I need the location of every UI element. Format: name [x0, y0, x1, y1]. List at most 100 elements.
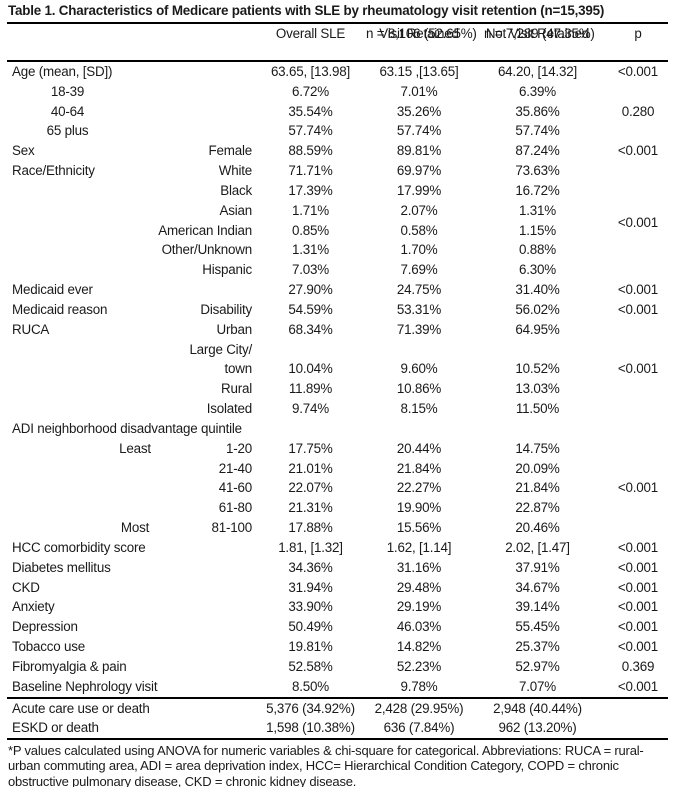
cell-not-retained: 962 (13.20%)	[498, 720, 577, 735]
cell-overall: 0.85%	[292, 222, 329, 238]
cell-range: 40-64	[50, 103, 85, 119]
cell-not-retained: 21.84%	[515, 480, 560, 496]
cell-overall: 68.34%	[288, 321, 333, 337]
table-title: Table 1. Characteristics of Medicare pat…	[8, 3, 605, 18]
table-outcome-rows: Acute care use or death 5,376 (34.92%) 2,4…	[0, 699, 673, 738]
cell-sub: 21-40	[218, 460, 252, 476]
table-row: Other/Unknown 1.31% 1.70% 0.88%	[0, 240, 673, 260]
cell-overall: 22.07%	[288, 480, 333, 496]
table-row: Most 81-100 17.88% 15.56% 20.46%	[0, 518, 673, 538]
cell-not-retained: 37.91%	[515, 559, 560, 575]
cell-p: <0.001	[617, 579, 659, 595]
cell-retained: 52.23%	[396, 658, 442, 674]
cell-retained: 636 (7.84%)	[383, 720, 455, 735]
cell-p: <0.001	[617, 539, 659, 555]
rule-above-outcomes	[7, 696, 668, 699]
cell-p: <0.001	[617, 480, 659, 496]
table-row: Medicaid reason Disability 54.59% 53.31% 56.…	[0, 300, 673, 320]
table-row: 40-64 35.54% 35.26% 35.86% 0.280	[0, 102, 673, 122]
cell-retained: 0.58%	[400, 222, 438, 238]
rule-above-footnote	[7, 737, 668, 740]
table-row: 61-80 21.31% 19.90% 22.87%	[0, 498, 673, 518]
table-row: Tobacco use 19.81% 14.82% 25.37% <0.001	[0, 637, 673, 657]
cell-overall: 8.50%	[292, 678, 329, 694]
cell-not-retained: 22.87%	[515, 500, 560, 516]
cell-retained: 57.74%	[396, 123, 442, 139]
cell-extent: Most	[120, 520, 150, 536]
cell-not-retained: 14.75%	[515, 440, 560, 456]
cell-not-retained: 16.72%	[515, 182, 560, 198]
table-row: town 10.04% 9.60% 10.52% <0.001	[0, 359, 673, 379]
table-row: Asian 1.71% 2.07% 1.31% <0.001	[0, 201, 673, 230]
col-header-visit-retained: Visit Retained	[379, 26, 459, 41]
cell-not-retained: 73.63%	[515, 163, 560, 179]
cell-label: ESKD or death	[12, 720, 99, 735]
table-row: RUCA Urban 68.34% 71.39% 64.95%	[0, 320, 673, 340]
cell-not-retained: 20.09%	[515, 460, 560, 476]
cell-overall: 7.03%	[292, 262, 329, 278]
table-row: Race/Ethnicity White 71.71% 69.97% 73.63%	[0, 161, 673, 181]
cell-label: RUCA	[12, 321, 50, 337]
table-row: Baseline Nephrology visit 8.50% 9.78% 7.07%…	[0, 677, 673, 697]
table-row: Isolated 9.74% 8.15% 11.50%	[0, 399, 673, 419]
cell-retained: 14.82%	[396, 639, 442, 655]
cell-label: Age (mean, [SD])	[12, 64, 113, 79]
cell-overall: 1.81, [1.32]	[278, 539, 343, 555]
cell-retained: 19.90%	[396, 500, 442, 516]
cell-retained: 71.39%	[396, 321, 442, 337]
cell-overall: 21.31%	[288, 500, 333, 516]
cell-label: Race/Ethnicity	[12, 163, 95, 179]
cell-overall: 19.81%	[288, 639, 333, 655]
cell-sub: Large City/	[189, 341, 252, 357]
cell-p: <0.001	[617, 361, 659, 377]
cell-not-retained: 57.74%	[515, 123, 560, 139]
cell-not-retained: 34.67%	[515, 579, 560, 595]
cell-not-retained: 39.14%	[515, 599, 560, 615]
cell-retained: 29.48%	[396, 579, 442, 595]
cell-overall: 34.36%	[288, 559, 333, 575]
cell-sub: Female	[208, 143, 253, 159]
cell-sub: Disability	[200, 301, 252, 317]
table-row: Hispanic 7.03% 7.69% 6.30%	[0, 260, 673, 280]
table-row: Age (mean, [SD]) 63.65, [13.98] 63.15 ,[13…	[0, 62, 673, 82]
cell-overall: 17.88%	[288, 520, 333, 536]
cell-retained: 10.86%	[396, 381, 442, 397]
cell-p: <0.001	[617, 282, 659, 298]
cell-retained: 15.56%	[396, 520, 442, 536]
col-header-not-visit-retained-n: n = 7,289 (47.35%)	[484, 26, 595, 41]
table-row: American Indian 0.85% 0.58% 1.15%	[0, 221, 673, 241]
cell-overall: 88.59%	[288, 143, 333, 159]
cell-overall: 5,376 (34.92%)	[266, 700, 355, 716]
cell-label: Acute care use or death	[12, 700, 150, 716]
cell-overall: 10.04%	[288, 361, 333, 377]
cell-sub: Black	[220, 182, 252, 198]
cell-not-retained: 2.02, [1.47]	[505, 539, 570, 555]
cell-label: Diabetes mellitus	[12, 559, 111, 575]
cell-range: 18-39	[50, 83, 85, 99]
col-header-not-visit-retained: Not Visit Retained	[485, 26, 590, 41]
cell-not-retained: 13.03%	[515, 381, 560, 397]
cell-not-retained: 25.37%	[515, 639, 560, 655]
cell-retained: 29.19%	[396, 599, 442, 615]
cell-not-retained: 35.86%	[515, 103, 560, 119]
table-row: HCC comorbidity score 1.81, [1.32] 1.62, […	[0, 538, 673, 558]
cell-not-retained: 31.40%	[515, 282, 560, 298]
cell-retained: 9.60%	[400, 361, 438, 377]
cell-not-retained: 52.97%	[515, 658, 560, 674]
table-row: Black 17.39% 17.99% 16.72%	[0, 181, 673, 201]
cell-label: CKD	[12, 579, 40, 595]
table-row: Anxiety 33.90% 29.19% 39.14% <0.001	[0, 597, 673, 617]
cell-not-retained: 56.02%	[515, 301, 560, 317]
cell-retained: 2.07%	[400, 202, 438, 218]
cell-label: Fibromyalgia & pain	[12, 658, 127, 674]
cell-label: Tobacco use	[12, 639, 85, 655]
cell-sub: Other/Unknown	[161, 242, 253, 258]
cell-label: HCC comorbidity score	[12, 539, 146, 555]
cell-retained: 8.15%	[400, 401, 438, 417]
cell-sub: 41-60	[218, 480, 252, 496]
cell-not-retained: 7.07%	[519, 678, 556, 694]
cell-overall: 1.71%	[292, 202, 329, 218]
cell-overall: 50.49%	[288, 619, 333, 635]
cell-sub: Asian	[219, 202, 253, 218]
cell-overall: 33.90%	[288, 599, 333, 615]
